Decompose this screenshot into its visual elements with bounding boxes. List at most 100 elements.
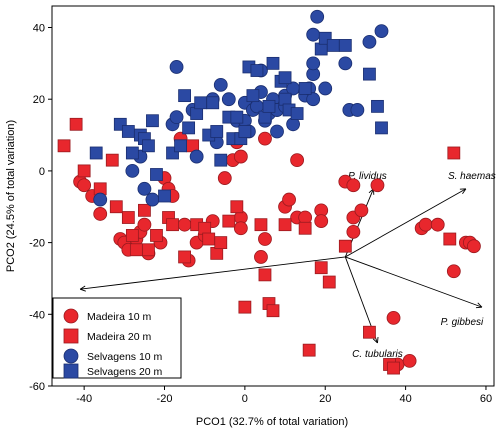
point-madeira-10-m xyxy=(233,149,248,164)
point-madeira-20-m xyxy=(125,229,139,242)
point-madeira-10-m xyxy=(446,264,461,279)
vector-label-p-gibbesi: P. gibbesi xyxy=(441,317,484,328)
x-tick-label: 0 xyxy=(242,393,248,405)
vector-label-p-lividus: P. lividus xyxy=(348,171,387,182)
point-selvagens-10-m xyxy=(137,181,152,196)
point-madeira-10-m xyxy=(467,239,481,254)
point-selvagens-10-m xyxy=(306,92,321,107)
point-madeira-20-m xyxy=(150,229,163,242)
x-tick-label: -20 xyxy=(157,393,173,405)
legend: Madeira 10 m Madeira 20 m Selvagens 10 m… xyxy=(52,297,182,379)
point-selvagens-20-m xyxy=(121,125,135,138)
point-madeira-10-m xyxy=(282,192,296,207)
point-selvagens-20-m xyxy=(262,99,276,113)
point-madeira-20-m xyxy=(314,261,328,275)
point-selvagens-20-m xyxy=(182,121,196,135)
point-madeira-20-m xyxy=(178,250,192,264)
point-selvagens-10-m xyxy=(145,192,160,207)
point-madeira-10-m xyxy=(258,232,272,246)
point-selvagens-20-m xyxy=(363,67,376,81)
point-selvagens-20-m xyxy=(174,139,187,153)
point-madeira-20-m xyxy=(447,146,461,160)
point-madeira-20-m xyxy=(142,243,155,257)
point-selvagens-20-m xyxy=(278,71,292,85)
point-madeira-20-m xyxy=(138,203,151,217)
point-selvagens-20-m xyxy=(298,82,312,95)
y-tick-label: -20 xyxy=(29,238,45,250)
point-madeira-20-m xyxy=(77,164,91,178)
point-selvagens-20-m xyxy=(206,96,220,110)
point-selvagens-20-m xyxy=(190,107,204,120)
point-madeira-20-m xyxy=(222,214,236,228)
x-tick-label: 20 xyxy=(319,393,331,405)
point-selvagens-10-m xyxy=(318,81,333,96)
point-selvagens-20-m xyxy=(278,92,292,106)
point-madeira-20-m xyxy=(166,218,179,232)
point-selvagens-20-m xyxy=(314,42,328,56)
point-selvagens-10-m xyxy=(270,124,284,139)
point-madeira-20-m xyxy=(129,243,143,257)
point-selvagens-10-m xyxy=(350,103,365,117)
y-tick-label: -40 xyxy=(29,309,45,321)
point-madeira-10-m xyxy=(314,214,329,228)
point-madeira-20-m xyxy=(198,221,212,235)
point-selvagens-10-m xyxy=(338,56,353,71)
y-tick-label: 40 xyxy=(33,23,45,35)
legend-marker-madeira-20m xyxy=(63,328,79,344)
point-selvagens-20-m xyxy=(178,89,192,103)
legend-marker-selvagens-20m xyxy=(63,363,79,379)
point-madeira-20-m xyxy=(254,218,268,232)
vector-label-s-haemas: S. haemas xyxy=(448,171,496,182)
plot-area-frame xyxy=(51,5,495,387)
legend-label-selvagens-20m: Selvagens 20 m xyxy=(87,366,163,378)
point-selvagens-10-m xyxy=(125,164,140,178)
legend-label-selvagens-10m: Selvagens 10 m xyxy=(87,351,163,363)
point-madeira-20-m xyxy=(322,275,336,289)
point-madeira-20-m xyxy=(298,221,312,235)
point-madeira-20-m xyxy=(57,139,71,153)
point-selvagens-20-m xyxy=(214,153,228,167)
point-madeira-20-m xyxy=(105,153,119,167)
point-selvagens-10-m xyxy=(169,60,184,74)
point-madeira-20-m xyxy=(202,232,216,246)
point-selvagens-20-m xyxy=(371,99,384,113)
point-madeira-10-m xyxy=(402,354,417,368)
x-tick-label: -40 xyxy=(76,393,92,405)
point-madeira-10-m xyxy=(430,217,445,232)
point-selvagens-20-m xyxy=(266,56,280,70)
point-madeira-20-m xyxy=(363,325,376,339)
y-axis-label: PCO2 (24.5% of total variation) xyxy=(5,120,17,272)
point-selvagens-20-m xyxy=(246,89,260,103)
point-madeira-10-m xyxy=(346,224,361,239)
point-madeira-20-m xyxy=(69,117,83,131)
point-madeira-20-m xyxy=(266,304,280,318)
point-selvagens-20-m xyxy=(238,125,252,138)
vector-label-c-tubularis: C. tubularis xyxy=(352,349,403,360)
x-axis-label: PCO1 (32.7% of total variation) xyxy=(196,416,348,428)
point-selvagens-20-m xyxy=(150,168,163,181)
point-madeira-20-m xyxy=(387,361,400,375)
point-madeira-20-m xyxy=(443,232,457,246)
point-selvagens-10-m xyxy=(93,192,108,207)
x-tick-label: 40 xyxy=(399,393,411,405)
point-madeira-20-m xyxy=(214,236,228,250)
legend-marker-madeira-10m xyxy=(63,308,79,324)
point-madeira-10-m xyxy=(258,131,272,146)
point-selvagens-20-m xyxy=(326,39,340,52)
y-tick-label: 20 xyxy=(33,94,45,106)
point-selvagens-10-m xyxy=(306,56,321,71)
point-madeira-10-m xyxy=(354,203,369,218)
point-madeira-20-m xyxy=(278,218,292,232)
point-madeira-10-m xyxy=(93,207,108,221)
y-tick-label: 0 xyxy=(39,166,45,178)
point-madeira-20-m xyxy=(238,300,252,314)
point-selvagens-10-m xyxy=(169,110,184,125)
point-selvagens-10-m xyxy=(213,77,228,92)
vector-arrowhead xyxy=(79,285,86,292)
data-points xyxy=(57,9,481,375)
point-madeira-10-m xyxy=(77,178,92,193)
point-selvagens-20-m xyxy=(230,110,244,124)
point-selvagens-20-m xyxy=(158,189,171,203)
vector-arrowhead xyxy=(372,336,379,344)
